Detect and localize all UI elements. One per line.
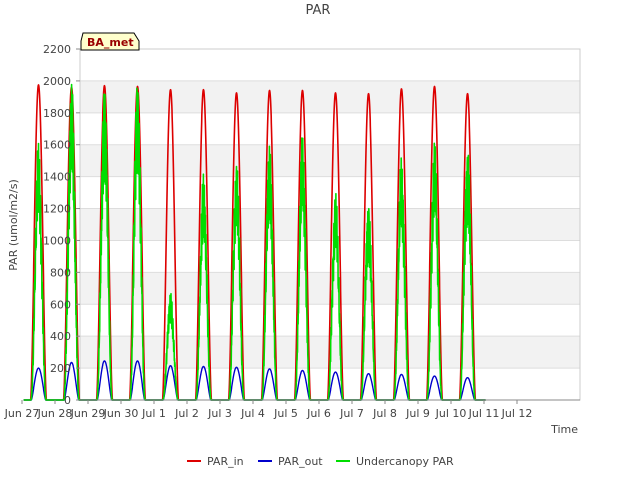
y-tick-label: 800 (50, 266, 71, 279)
badge-label: BA_met (87, 36, 134, 49)
x-tick-label: Jul 3 (207, 407, 232, 420)
chart-title: PAR (306, 3, 331, 18)
x-tick-label: Jul 4 (240, 407, 265, 420)
plot-band (80, 208, 580, 241)
y-tick-label: 600 (50, 298, 71, 311)
legend-label-undercanopy: Undercanopy PAR (356, 455, 454, 468)
site-badge: BA_met (80, 32, 140, 51)
legend-label-par-out: PAR_out (278, 455, 323, 468)
x-axis-label: Time (550, 423, 578, 436)
x-tick-label: Jul 6 (306, 407, 331, 420)
x-tick-label: Jun 27 (4, 407, 40, 420)
y-tick-label: 2000 (43, 75, 71, 88)
y-tick-label: 1200 (43, 203, 71, 216)
x-tick-label: Jun 30 (103, 407, 139, 420)
x-tick-label: Jul 1 (141, 407, 166, 420)
x-tick-label: Jun 28 (37, 407, 73, 420)
y-tick-label: 1000 (43, 234, 71, 247)
x-tick-label: Jul 12 (501, 407, 533, 420)
y-tick-label: 1800 (43, 107, 71, 120)
x-tick-label: Jul 8 (372, 407, 397, 420)
plot-band (80, 144, 580, 177)
badge-shape (80, 32, 140, 51)
x-tick-label: Jul 9 (405, 407, 430, 420)
x-tick-label: Jul 11 (468, 407, 500, 420)
y-tick-label: 0 (64, 394, 71, 407)
x-tick-label: Jul 10 (435, 407, 467, 420)
x-tick-label: Jun 29 (70, 407, 106, 420)
y-tick-label: 1400 (43, 171, 71, 184)
y-tick-label: 2200 (43, 43, 71, 56)
plot-band (80, 80, 580, 113)
x-tick-label: Jul 5 (273, 407, 298, 420)
y-tick-label: 200 (50, 362, 71, 375)
legend: PAR_in PAR_out Undercanopy PAR (187, 455, 454, 468)
y-axis-label: PAR (umol/m2/s) (7, 179, 20, 271)
legend-label-par-in: PAR_in (207, 455, 244, 468)
y-tick-label: 1600 (43, 139, 71, 152)
x-tick-label: Jul 2 (174, 407, 199, 420)
x-tick-label: Jul 7 (339, 407, 364, 420)
y-tick-label: 400 (50, 330, 71, 343)
y-axis: 0 200 400 600 800 1000 1200 1400 1600 1800 2000 220… (43, 43, 80, 407)
